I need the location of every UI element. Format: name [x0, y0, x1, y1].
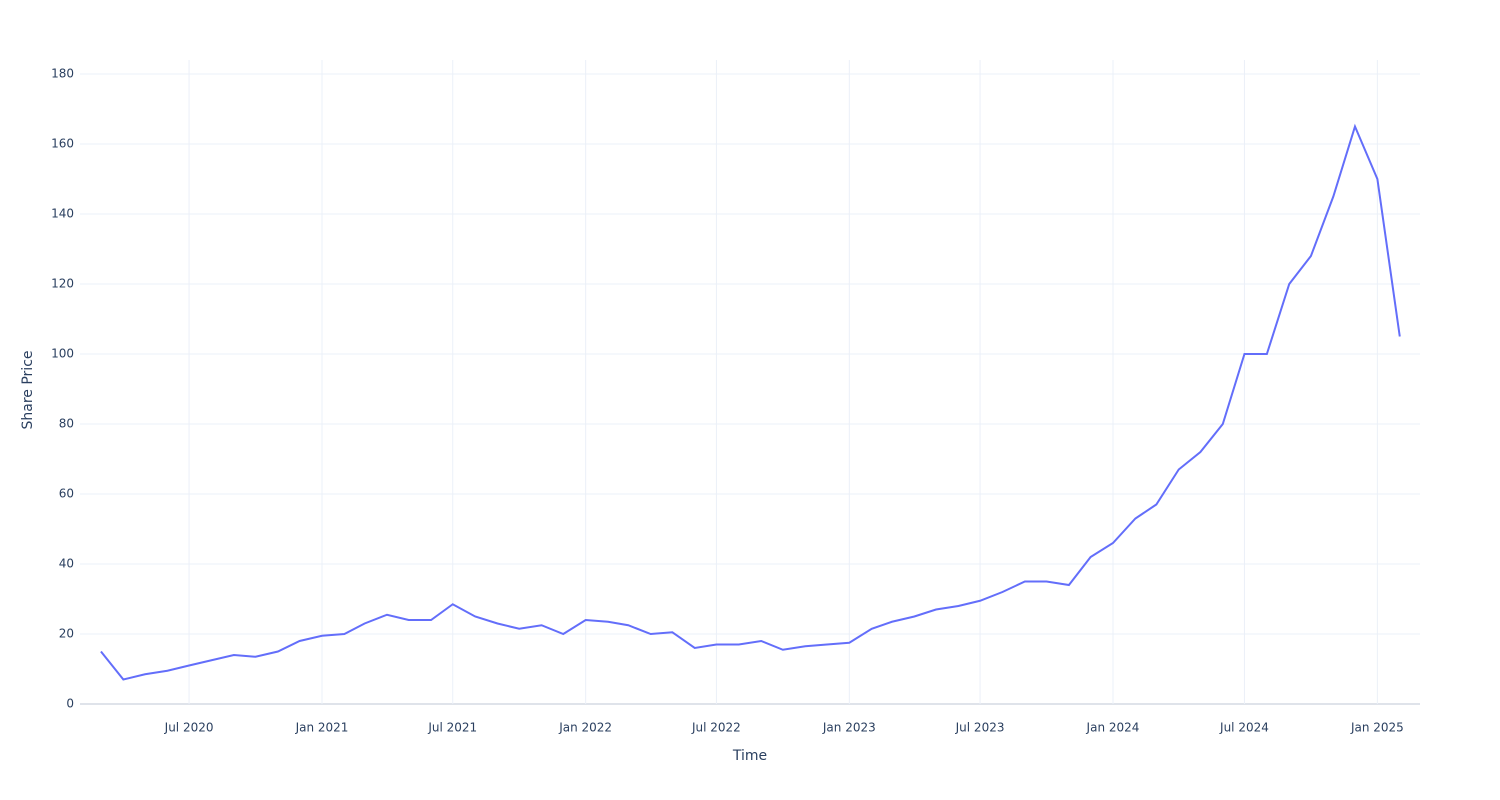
y-tick-label: 160: [51, 137, 74, 151]
price-line: [100, 123, 1401, 681]
y-tick-label: 180: [51, 67, 74, 81]
y-tick-label: 140: [51, 207, 74, 221]
x-tick-label: Jul 2022: [691, 721, 741, 735]
y-tick-label: 60: [59, 487, 74, 501]
y-tick-label: 120: [51, 277, 74, 291]
x-axis-title: Time: [732, 748, 767, 764]
y-tick-label: 100: [51, 347, 74, 361]
y-tick-label: 80: [59, 417, 74, 431]
x-tick-label: Jul 2021: [427, 721, 477, 735]
y-tick-label: 0: [66, 697, 74, 711]
x-tick-label: Jan 2023: [822, 721, 876, 735]
y-tick-label: 20: [59, 627, 74, 641]
x-tick-label: Jan 2025: [1350, 721, 1404, 735]
x-tick-label: Jul 2024: [1219, 721, 1269, 735]
x-tick-label: Jan 2024: [1086, 721, 1140, 735]
x-tick-label: Jan 2022: [558, 721, 612, 735]
x-tick-label: Jan 2021: [295, 721, 349, 735]
y-axis-title: Share Price: [20, 350, 36, 429]
x-tick-label: Jul 2020: [164, 721, 214, 735]
y-tick-label: 40: [59, 557, 74, 571]
x-tick-label: Jul 2023: [955, 721, 1005, 735]
